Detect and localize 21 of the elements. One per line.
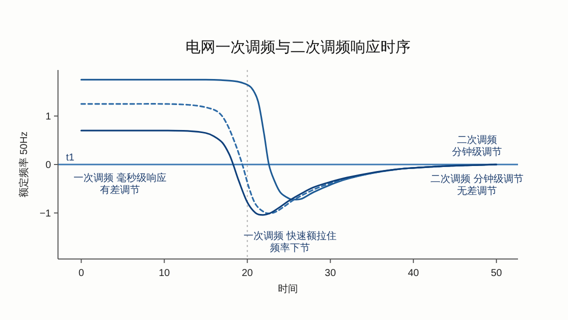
annotation: 有差调节 [100, 184, 140, 196]
chart-title: 电网一次调频与二次调频响应时序 [186, 39, 410, 56]
x-tick-label: 0 [78, 268, 84, 279]
x-axis-title: 时间 [278, 283, 298, 295]
y-tick-label: 1 [45, 112, 52, 123]
x-tick-label: 50 [490, 268, 502, 279]
x-tick-label: 10 [158, 268, 170, 279]
y-axis-title: 额定频率 50Hz [18, 131, 30, 198]
annotation: 无差调节 [457, 185, 497, 197]
x-tick-label: 20 [242, 268, 254, 279]
annotation: 二次调频 分钟级调节 [430, 173, 524, 185]
y-tick-label: 0 [45, 160, 52, 171]
annotation: 分钟级调节 [452, 146, 502, 158]
ref-line-label: t1 [66, 152, 75, 164]
annotation: 一次调频 快速额拉住 [244, 230, 336, 242]
y-tick-label: −1 [40, 208, 52, 220]
annotation: 二次调频 [457, 134, 497, 146]
annotation: 一次调频 毫秒级响应 [74, 172, 166, 184]
x-tick-label: 30 [324, 268, 336, 279]
annotation: 频率下节 [270, 242, 310, 254]
x-tick-label: 40 [408, 268, 420, 279]
